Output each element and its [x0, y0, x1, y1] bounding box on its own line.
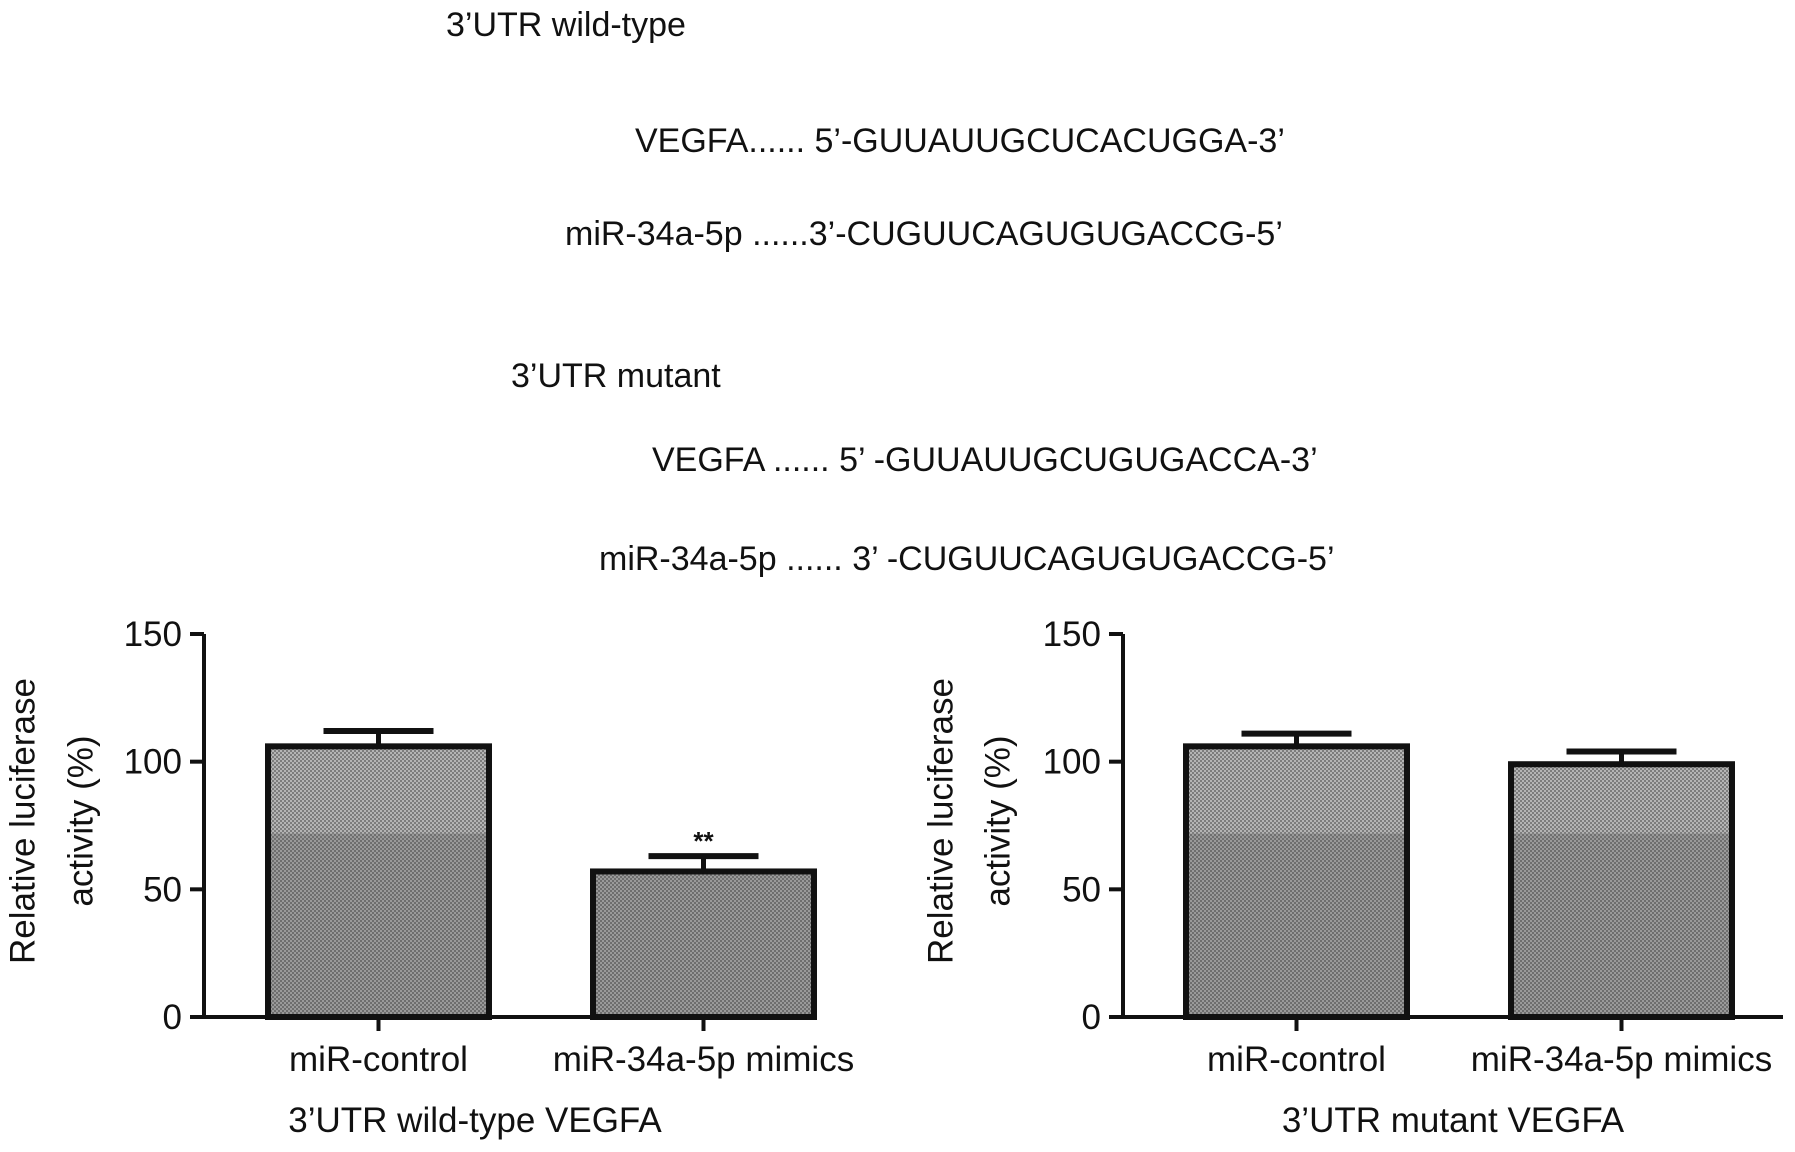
- bar-lower-shade: [1186, 833, 1407, 1017]
- y-axis-label: Relative luciferase: [3, 678, 42, 964]
- x-tick-label: miR-34a-5p mimics: [1471, 1040, 1772, 1079]
- y-tick-label: 0: [163, 998, 182, 1037]
- bar-upper-shade: [1511, 764, 1732, 834]
- bar-lower-shade: [268, 833, 489, 1017]
- bar-upper-shade: [268, 746, 489, 834]
- bar-fill: [593, 871, 814, 1017]
- y-axis-label: activity (%): [978, 735, 1017, 906]
- y-tick-label: 50: [143, 870, 182, 909]
- significance-label: **: [693, 826, 714, 856]
- y-tick-label: 0: [1082, 998, 1101, 1037]
- x-tick-label: miR-control: [1207, 1040, 1386, 1079]
- wild-type-vegfa-sequence: VEGFA...... 5’-GUUAUUGCUCACUGGA-3’: [635, 122, 1285, 160]
- bar-lower-shade: [1511, 833, 1732, 1017]
- y-axis-label: activity (%): [61, 735, 100, 906]
- y-tick-label: 100: [1043, 743, 1101, 782]
- x-axis-label: 3’UTR mutant VEGFA: [1282, 1101, 1625, 1140]
- y-axis-label: Relative luciferase: [921, 678, 960, 964]
- mutant-mir-sequence: miR-34a-5p ...... 3’ -CUGUUCAGUGUGACCG-5…: [599, 540, 1335, 578]
- wild-type-title: 3’UTR wild-type: [446, 6, 686, 44]
- y-tick-label: 150: [124, 615, 182, 654]
- y-tick-label: 150: [1043, 615, 1101, 654]
- x-axis-label: 3’UTR wild-type VEGFA: [288, 1101, 662, 1140]
- mutant-vegfa-sequence: VEGFA ...... 5’ -GUUAUUGCUGUGACCA-3’: [652, 441, 1318, 479]
- wild-type-mir-sequence: miR-34a-5p ......3’-CUGUUCAGUGUGACCG-5’: [565, 215, 1283, 253]
- x-tick-label: miR-34a-5p mimics: [553, 1040, 854, 1079]
- mutant-title: 3’UTR mutant: [511, 357, 721, 395]
- y-tick-label: 100: [124, 743, 182, 782]
- x-tick-label: miR-control: [289, 1040, 468, 1079]
- bar-upper-shade: [1186, 746, 1407, 834]
- y-tick-label: 50: [1062, 870, 1101, 909]
